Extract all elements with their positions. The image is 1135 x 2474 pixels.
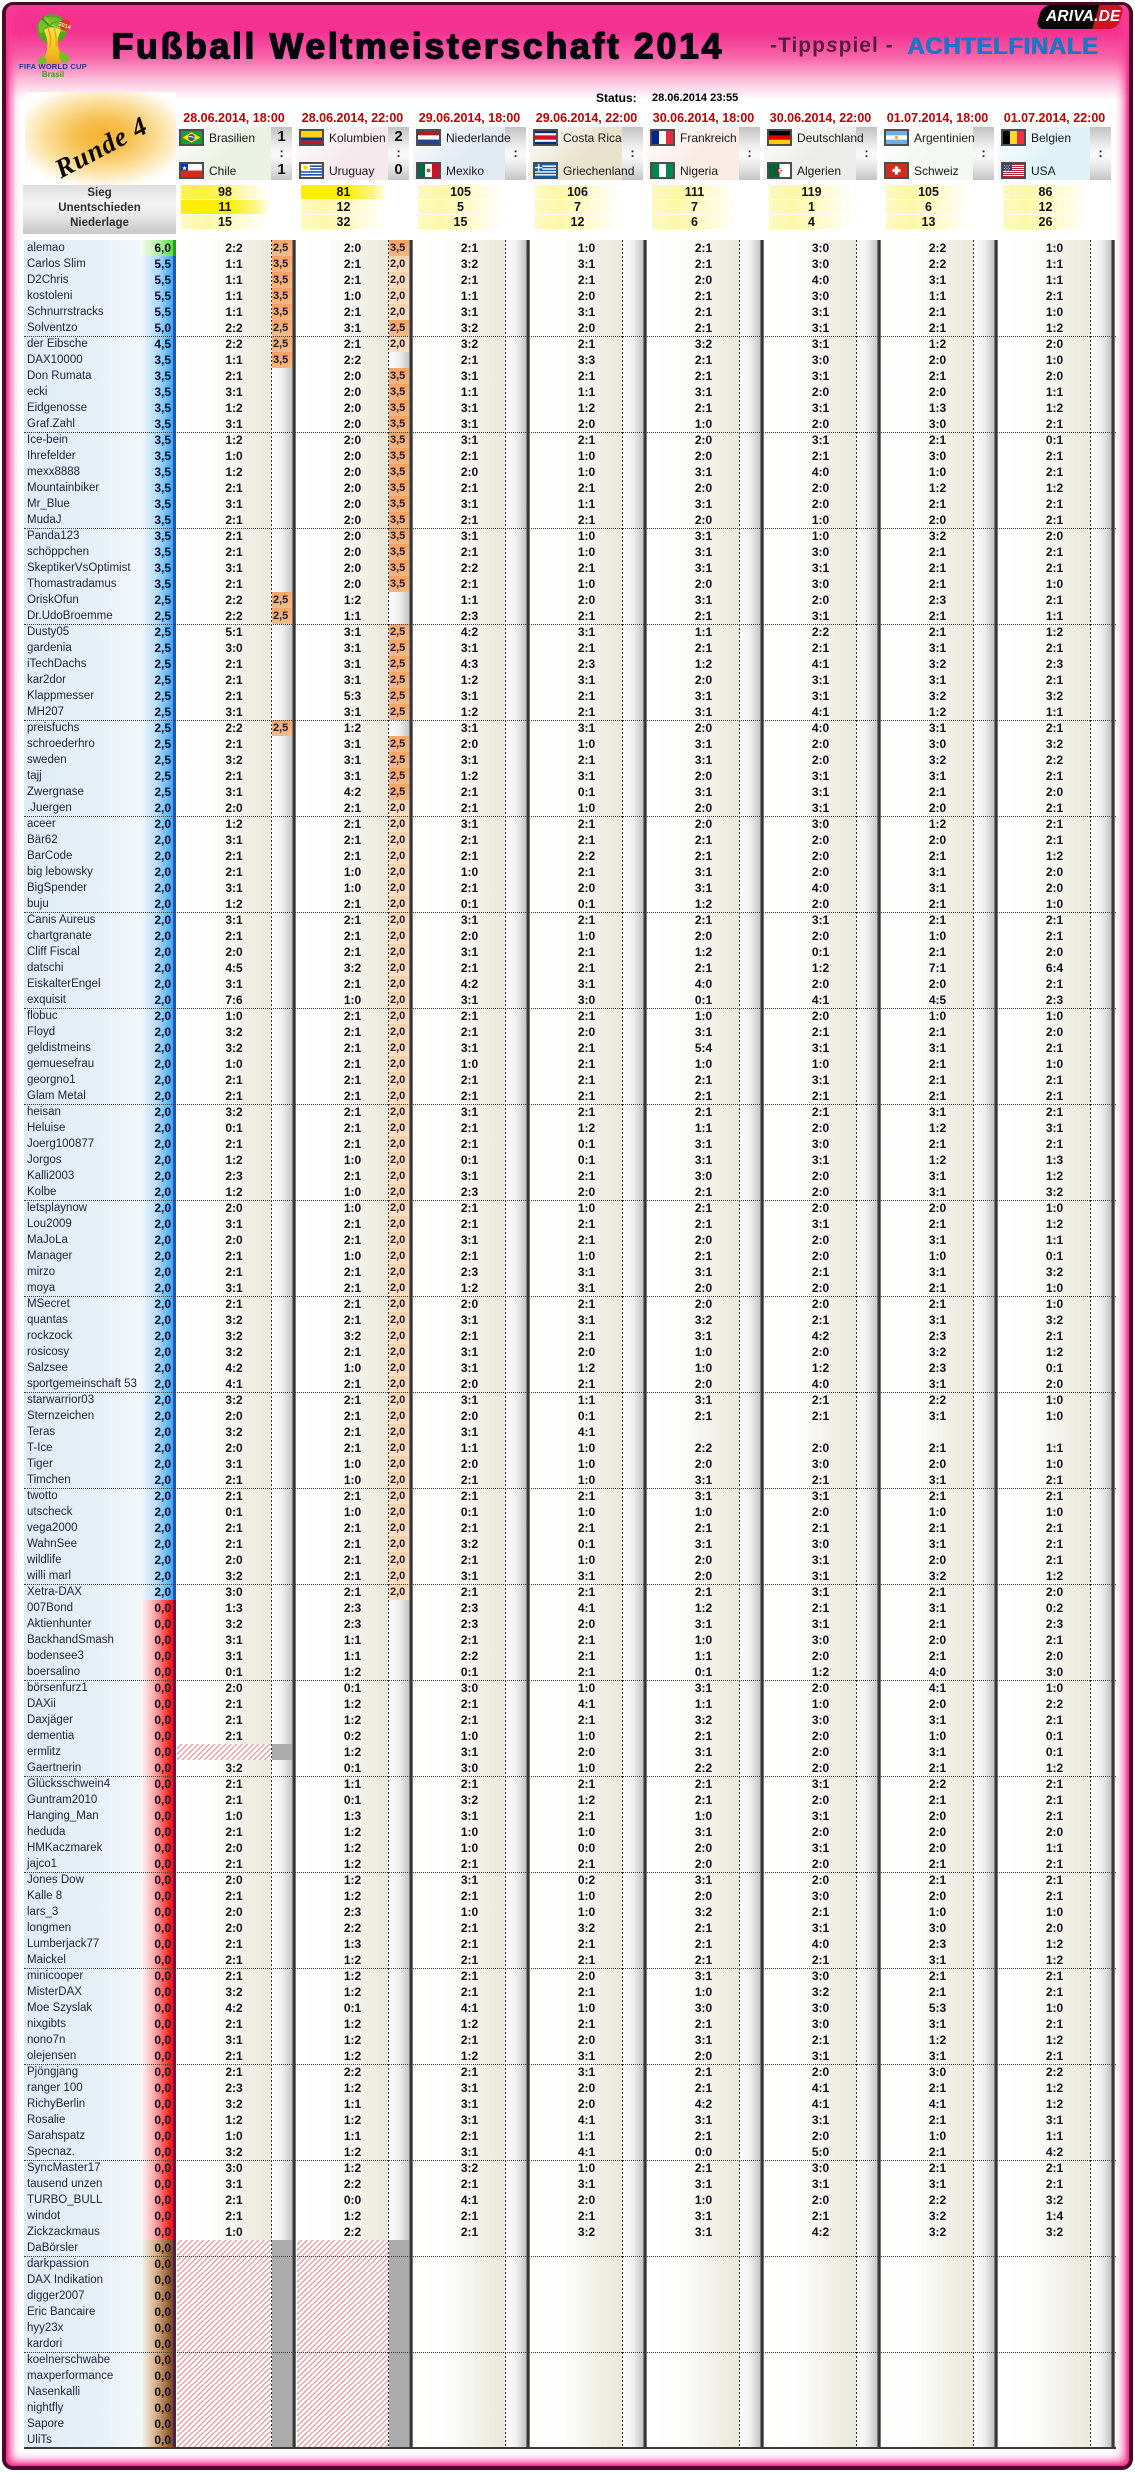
svg-text:FIFA WORLD CUP: FIFA WORLD CUP [19, 62, 87, 71]
svg-text:Brasil: Brasil [42, 70, 64, 79]
svg-text:2014: 2014 [58, 22, 72, 32]
